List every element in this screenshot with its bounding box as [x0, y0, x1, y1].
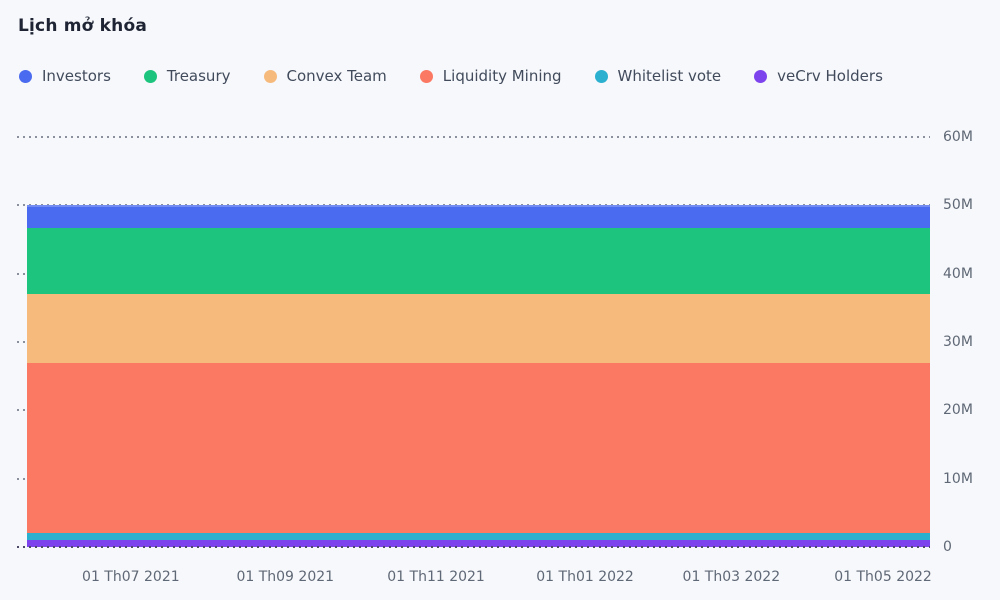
plot-area[interactable]	[17, 136, 930, 548]
legend-item-investors[interactable]: Investors	[19, 67, 111, 85]
band-whitelist-vote	[27, 533, 930, 541]
y-tick-label: 20M	[943, 402, 973, 419]
x-tick-label: 01 Th03 2022	[682, 569, 781, 585]
chart-legend: Investors Treasury Convex Team Liquidity Mi…	[19, 67, 883, 85]
band-liquidity-mining	[27, 362, 930, 534]
y-tick-label: 50M	[943, 197, 973, 214]
legend-item-vecrv-holders[interactable]: veCrv Holders	[754, 67, 883, 85]
x-tick-label: 01 Th07 2021	[82, 569, 180, 585]
band-convex-team	[27, 294, 930, 363]
y-tick-label: 60M	[943, 129, 973, 145]
legend-dot-icon	[143, 69, 157, 83]
band-investors	[27, 205, 930, 228]
y-tick-label: 10M	[943, 470, 973, 487]
legend-dot-icon	[594, 69, 608, 83]
legend-item-label: Investors	[42, 67, 111, 85]
gridline-50m	[17, 204, 930, 207]
legend-item-whitelist-vote[interactable]: Whitelist vote	[594, 67, 722, 85]
band-treasury	[27, 227, 930, 295]
y-tick-label: 30M	[943, 334, 973, 350]
legend-dot-icon	[263, 69, 277, 83]
y-tick-label: 40M	[943, 265, 973, 282]
legend-item-liquidity-mining[interactable]: Liquidity Mining	[419, 67, 562, 85]
legend-dot-icon	[754, 69, 768, 83]
legend-item-label: Treasury	[166, 67, 231, 85]
gridline-zero	[17, 546, 930, 548]
x-tick-label: 01 Th09 2021	[236, 569, 335, 585]
band-vecrv-holders	[27, 540, 930, 547]
gridline-60m	[17, 136, 930, 138]
legend-item-label: veCrv Holders	[777, 67, 883, 85]
page-title: Lịch mở khóa	[18, 16, 148, 36]
legend-dot-icon	[19, 69, 32, 83]
legend-dot-icon	[419, 69, 433, 83]
stacked-area	[27, 205, 930, 547]
x-tick-label: 01 Th11 2021	[387, 569, 485, 585]
x-tick-label: 01 Th05 2022	[834, 569, 932, 585]
legend-item-label: Liquidity Mining	[442, 67, 562, 85]
y-tick-label: 0	[943, 539, 952, 555]
legend-item-label: Whitelist vote	[617, 67, 722, 85]
legend-item-convex-team[interactable]: Convex Team	[263, 67, 387, 85]
legend-item-label: Convex Team	[286, 67, 387, 85]
legend-item-treasury[interactable]: Treasury	[143, 67, 231, 85]
x-tick-label: 01 Th01 2022	[536, 569, 634, 585]
